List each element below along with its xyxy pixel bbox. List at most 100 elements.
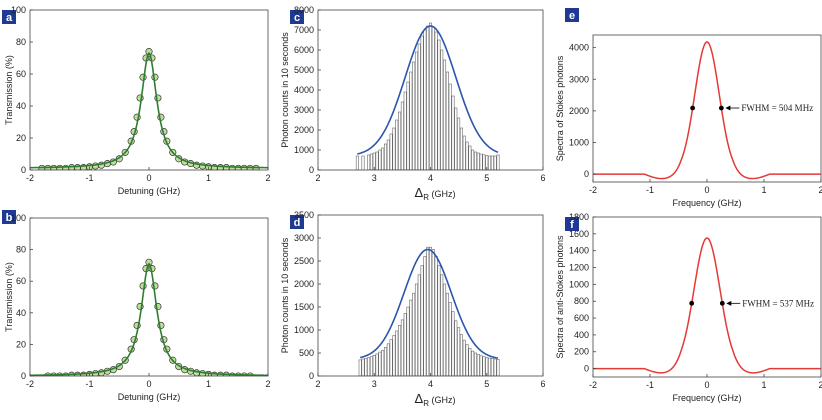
- histogram-bar: [400, 319, 404, 376]
- histogram-bar: [465, 141, 469, 170]
- plot-area: [593, 41, 821, 180]
- histogram-bar: [375, 151, 379, 170]
- histogram-bar: [409, 299, 413, 376]
- histogram-bar: [434, 31, 438, 170]
- histogram-bar: [384, 347, 387, 376]
- histogram-bar: [485, 357, 489, 376]
- y-tick-label: 7000: [294, 25, 314, 35]
- histogram-bar: [386, 139, 390, 170]
- y-tick-label: 3000: [294, 233, 314, 243]
- y-axis-label: Spectra of Stokes photons: [555, 55, 565, 161]
- histogram-bar: [372, 152, 376, 170]
- y-tick-label: 4000: [569, 43, 589, 53]
- histogram-bar: [361, 358, 365, 376]
- histogram-bar: [426, 25, 430, 170]
- y-tick-label: 200: [574, 347, 589, 357]
- y-tick-label: 1500: [294, 302, 314, 312]
- x-tick-label: 4: [428, 173, 433, 183]
- histogram-bar: [451, 95, 455, 170]
- y-tick-label: 80: [16, 37, 26, 47]
- plot-area: [30, 48, 268, 170]
- x-tick-label: 2: [818, 185, 822, 195]
- histogram-bar: [429, 22, 432, 170]
- histogram-bar: [443, 59, 447, 170]
- data-point: [38, 164, 46, 170]
- panel-f: f FWHM = 537 MHz -2 -1 0 1 2 0 200 400 600 800 1000 1…: [555, 212, 822, 403]
- x-tick-label: -1: [646, 185, 654, 195]
- y-tick-label: 20: [16, 339, 26, 349]
- histogram-bar: [355, 155, 359, 170]
- histogram-bar: [361, 155, 365, 170]
- histogram-bar: [423, 29, 427, 170]
- histogram-bar: [490, 358, 494, 376]
- y-tick-label: 1800: [569, 212, 589, 222]
- x-tick-label: 1: [761, 380, 766, 390]
- histogram-bar: [378, 351, 382, 376]
- histogram-bar: [400, 101, 404, 170]
- x-tick-label: -1: [646, 380, 654, 390]
- histogram-bar: [420, 265, 424, 376]
- annotation-text: FWHM = 537 MHz: [742, 298, 814, 308]
- x-tick-label: -2: [26, 173, 34, 183]
- histogram-bar: [358, 359, 362, 376]
- histogram-bar: [378, 149, 382, 170]
- fit-curve: [30, 262, 268, 376]
- y-axis-label: Photon counts in 10 seconds: [280, 32, 290, 148]
- histogram-bar: [389, 339, 393, 376]
- histogram-bar: [403, 313, 407, 376]
- annotation-arrowhead: [725, 105, 731, 111]
- histogram-bar: [488, 357, 492, 376]
- histogram-bar: [488, 155, 492, 170]
- histogram-bar: [417, 43, 421, 170]
- y-tick-label: 20: [16, 133, 26, 143]
- y-tick-label: 2000: [569, 106, 589, 116]
- panel-label-box: [565, 8, 579, 22]
- y-tick-label: 0: [309, 371, 314, 381]
- histogram-bar: [364, 358, 368, 376]
- y-tick-label: 2000: [294, 279, 314, 289]
- y-tick-label: 1000: [294, 325, 314, 335]
- y-tick-label: 0: [21, 165, 26, 175]
- plot-area: [358, 246, 500, 376]
- histogram-bar: [476, 152, 480, 170]
- panel-label-box: [2, 10, 16, 24]
- panel-label: c: [294, 12, 300, 24]
- x-tick-label: 0: [704, 380, 709, 390]
- histogram-bar: [440, 274, 444, 376]
- data-point: [44, 164, 52, 170]
- histogram-bar: [479, 153, 483, 170]
- histogram-bar: [389, 133, 393, 170]
- histogram-bar: [496, 359, 500, 376]
- histogram-bar: [443, 283, 447, 376]
- y-tick-label: 3000: [569, 74, 589, 84]
- y-tick-label: 0: [21, 371, 26, 381]
- histogram-bar: [457, 117, 461, 170]
- x-tick-label: 0: [704, 185, 709, 195]
- histogram-bar: [367, 154, 371, 170]
- panel-label-box: [290, 10, 304, 24]
- histogram-bar: [457, 327, 461, 376]
- y-tick-label: 6000: [294, 45, 314, 55]
- histogram-bar: [417, 274, 421, 376]
- axes-frame: [29, 217, 269, 377]
- histogram-bar: [462, 135, 466, 170]
- x-tick-label: 6: [540, 379, 545, 389]
- data-point: [252, 164, 260, 170]
- histogram-bar: [445, 292, 449, 376]
- histogram-bar: [454, 320, 458, 376]
- x-tick-label: -2: [589, 185, 597, 195]
- histogram-bar: [431, 249, 435, 376]
- x-axis-label-subscript: R: [423, 193, 429, 202]
- histogram-bar: [485, 155, 489, 170]
- y-tick-label: 40: [16, 101, 26, 111]
- x-tick-label: 2: [818, 380, 822, 390]
- histogram-bar: [482, 154, 486, 170]
- histogram-bar: [496, 154, 500, 170]
- data-point: [56, 164, 64, 170]
- histogram-bar: [409, 71, 413, 170]
- spectrum-line: [593, 41, 821, 180]
- histogram-bar: [406, 81, 410, 170]
